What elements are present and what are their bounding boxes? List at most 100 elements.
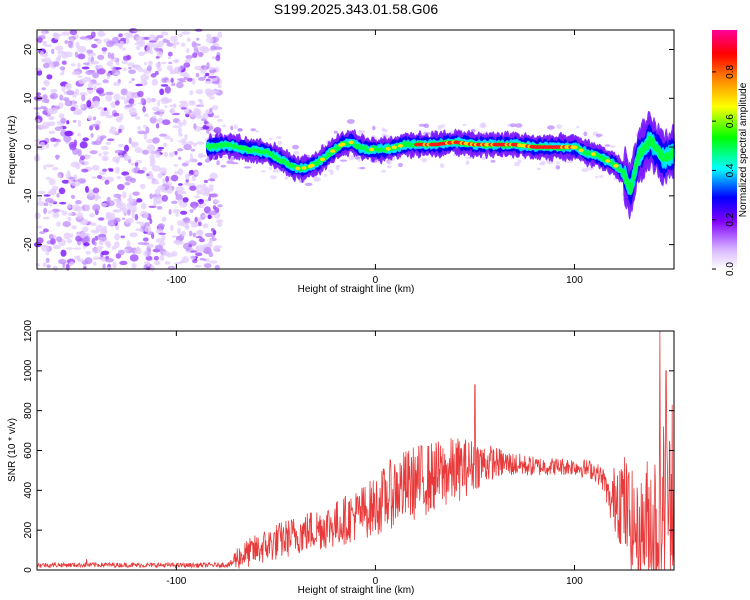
heatmap-noise-blob xyxy=(85,250,91,255)
heatmap-noise-blob xyxy=(211,105,219,111)
heatmap-noise-blob xyxy=(118,33,123,38)
heatmap-noise-blob xyxy=(59,201,67,205)
heatmap-noise-blob xyxy=(98,152,102,157)
heatmap-noise-blob xyxy=(105,91,114,96)
heatmap-noise-blob xyxy=(204,232,213,238)
heatmap-noise-blob xyxy=(168,61,173,65)
heatmap-noise-blob xyxy=(132,141,139,147)
heatmap-noise-blob xyxy=(37,190,46,195)
heatmap-peak-cell xyxy=(613,164,619,168)
heatmap-noise-blob xyxy=(61,51,69,59)
heatmap-noise-blob xyxy=(106,242,112,248)
heatmap-speckle xyxy=(481,156,487,161)
heatmap-noise-blob xyxy=(205,123,213,127)
heatmap-noise-blob xyxy=(213,127,222,134)
heatmap-noise-blob xyxy=(91,43,98,49)
heatmap-noise-blob xyxy=(42,262,47,268)
heatmap-noise-blob xyxy=(210,193,219,198)
heatmap-noise-blob xyxy=(181,230,186,237)
heatmap-noise-blob xyxy=(163,135,171,140)
heatmap-noise-blob xyxy=(91,141,97,145)
heatmap-speckle xyxy=(581,168,589,173)
heatmap-noise-blob xyxy=(84,38,91,41)
heatmap-ytick-label: -10 xyxy=(23,188,34,203)
heatmap-noise-blob xyxy=(113,112,120,117)
heatmap-noise-blob xyxy=(166,42,174,47)
heatmap-noise-blob xyxy=(34,212,41,220)
heatmap-noise-blob xyxy=(213,245,220,252)
heatmap-noise-blob xyxy=(42,216,50,220)
heatmap-noise-blob xyxy=(200,65,206,69)
heatmap-noise-blob xyxy=(75,41,80,49)
heatmap-noise-blob xyxy=(35,119,41,123)
heatmap-noise-blob xyxy=(162,142,168,147)
heatmap-noise-blob xyxy=(96,134,101,142)
heatmap-noise-blob xyxy=(180,210,188,215)
heatmap-noise-blob xyxy=(95,224,103,232)
heatmap-noise-blob xyxy=(194,171,199,176)
heatmap-noise-blob xyxy=(142,106,146,113)
heatmap-ytick-label: 20 xyxy=(23,44,34,56)
heatmap-noise-blob xyxy=(74,255,80,260)
heatmap-noise-blob xyxy=(61,179,70,184)
heatmap-noise-blob xyxy=(107,52,112,59)
heatmap-noise-blob xyxy=(77,62,81,70)
heatmap-noise-blob xyxy=(210,45,217,50)
heatmap-noise-blob xyxy=(116,203,123,207)
heatmap-noise-blob xyxy=(127,209,131,216)
heatmap-noise-blob xyxy=(190,201,199,208)
heatmap-noise-blob xyxy=(213,199,221,203)
heatmap-noise-blob xyxy=(61,85,66,92)
heatmap-noise-blob xyxy=(215,219,224,224)
heatmap-noise-blob xyxy=(44,79,50,87)
heatmap-noise-blob xyxy=(137,90,144,98)
heatmap-speckle xyxy=(293,150,300,155)
heatmap-noise-blob xyxy=(146,261,151,267)
heatmap-noise-blob xyxy=(171,82,176,87)
heatmap-noise-blob xyxy=(99,171,106,176)
heatmap-noise-blob xyxy=(37,37,43,43)
heatmap-noise-blob xyxy=(45,176,52,180)
heatmap-noise-blob xyxy=(204,199,209,202)
heatmap-noise-blob xyxy=(177,127,182,134)
heatmap-noise-blob xyxy=(173,43,176,49)
heatmap-noise-blob xyxy=(114,149,124,154)
heatmap-noise-blob xyxy=(180,138,188,142)
heatmap-noise-blob xyxy=(78,78,87,85)
heatmap-noise-blob xyxy=(128,159,132,164)
heatmap-noise-blob xyxy=(146,45,153,54)
heatmap-peak-cell xyxy=(590,152,597,156)
heatmap-noise-blob xyxy=(188,101,196,106)
heatmap-peak-cell xyxy=(572,145,578,150)
heatmap-noise-blob xyxy=(192,205,197,210)
heatmap-noise-blob xyxy=(60,249,67,257)
heatmap-noise-blob xyxy=(207,178,215,182)
heatmap-noise-blob xyxy=(152,115,157,119)
heatmap-speckle xyxy=(276,136,282,139)
heatmap-noise-blob xyxy=(97,106,104,110)
heatmap-ylabel: Frequency (Hz) xyxy=(7,116,18,185)
heatmap-noise-blob xyxy=(87,56,92,64)
heatmap-noise-blob xyxy=(36,147,45,151)
heatmap-noise-blob xyxy=(67,212,73,217)
heatmap-noise-blob xyxy=(124,182,131,186)
heatmap-noise-blob xyxy=(144,113,149,118)
heatmap-noise-blob xyxy=(145,255,153,261)
heatmap-speckle xyxy=(583,131,588,137)
heatmap-noise-blob xyxy=(126,202,133,210)
heatmap-noise-blob xyxy=(35,153,40,161)
heatmap-noise-blob xyxy=(183,62,191,68)
heatmap-noise-blob xyxy=(111,130,119,135)
heatmap-noise-blob xyxy=(138,51,146,57)
heatmap-noise-blob xyxy=(215,54,221,62)
heatmap-noise-blob xyxy=(70,106,76,112)
heatmap-noise-blob xyxy=(92,256,100,261)
heatmap-noise-blob xyxy=(153,255,159,261)
heatmap-noise-blob xyxy=(151,181,160,185)
heatmap-speckle xyxy=(509,123,517,128)
heatmap-noise-blob xyxy=(48,233,54,240)
heatmap-noise-blob xyxy=(115,61,120,66)
heatmap-noise-blob xyxy=(46,264,51,269)
heatmap-noise-blob xyxy=(152,137,160,144)
heatmap-noise-blob xyxy=(134,213,139,221)
